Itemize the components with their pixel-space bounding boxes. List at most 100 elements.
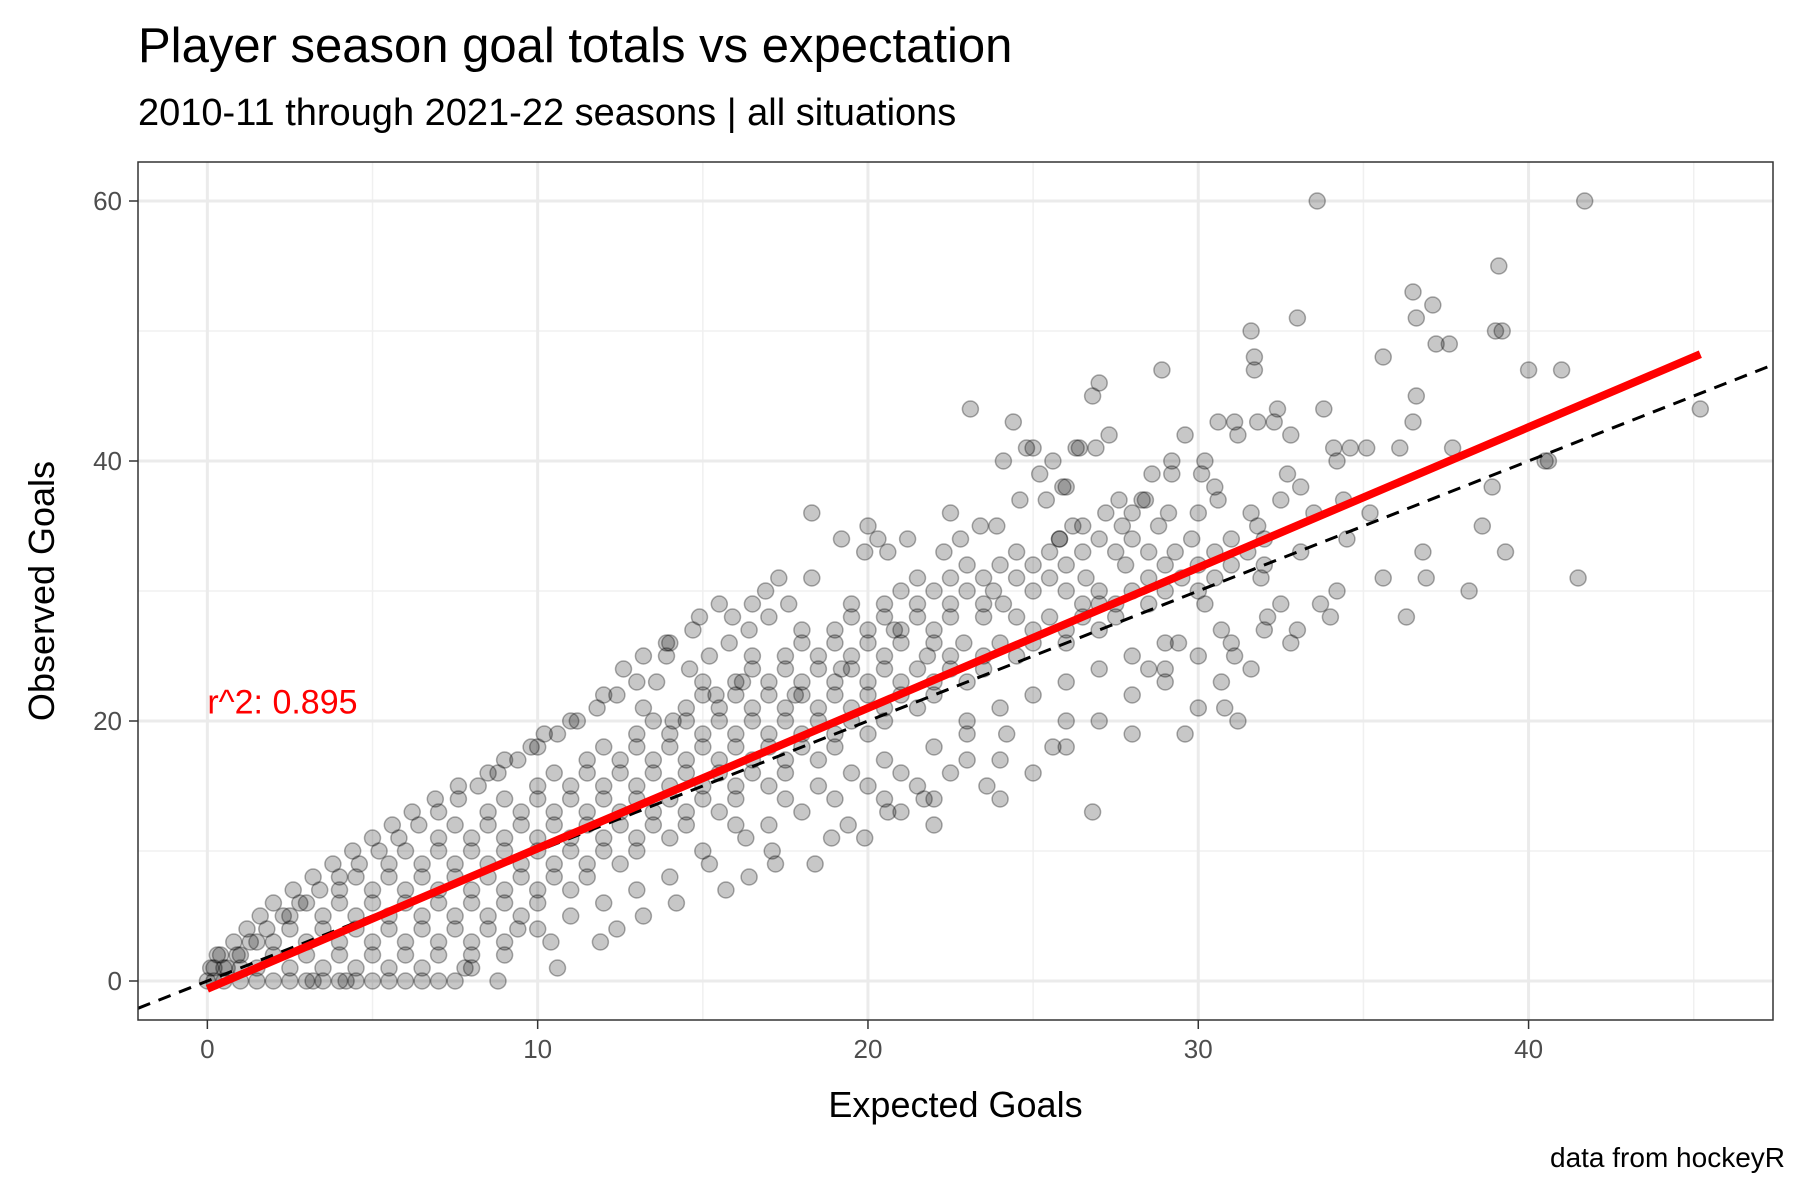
scatter-point [413, 868, 431, 886]
scatter-point [205, 959, 223, 977]
scatter-point [1242, 322, 1260, 340]
scatter-point [793, 621, 811, 639]
scatter-point [1136, 491, 1155, 509]
scatter-point [677, 712, 696, 730]
scatter-point [1282, 426, 1300, 444]
scatter-point [1030, 465, 1049, 483]
scatter-point [1192, 465, 1211, 483]
scatter-point [1245, 361, 1264, 379]
scatter-point [456, 959, 474, 977]
scatter-point [380, 855, 398, 873]
scatter-point [974, 608, 993, 626]
scatter-point [1404, 413, 1422, 431]
scatter-point [1552, 361, 1571, 379]
scatter-point [1265, 413, 1283, 431]
scatter-point [314, 972, 332, 990]
scatter-point [446, 920, 464, 938]
scatter-point [776, 660, 795, 678]
scatter-point [925, 738, 943, 756]
scatter-point [337, 972, 355, 990]
minor-gridlines [138, 162, 1773, 1020]
scatter-point [1189, 699, 1208, 717]
scatter-point [509, 751, 527, 769]
scatter-point [809, 699, 828, 717]
scatter-point [1024, 439, 1042, 457]
scatter-point [241, 933, 260, 951]
scatter-point [628, 881, 646, 899]
scatter-point [1163, 465, 1181, 483]
scatter-point [614, 660, 633, 678]
scatter-point [743, 699, 762, 717]
scatter-point [1139, 660, 1158, 678]
scatter-point [694, 842, 712, 860]
scatter-point [1222, 530, 1241, 548]
scatter-point [1473, 517, 1492, 535]
scatter-point [908, 660, 927, 678]
scatter-point [330, 972, 349, 990]
scatter-point [908, 777, 927, 795]
scatter-point [1440, 335, 1459, 353]
scatter-point [495, 933, 514, 951]
scatter-point [291, 894, 309, 912]
scatter-point [941, 504, 960, 522]
scatter-point [1248, 413, 1267, 431]
scatter-point [528, 881, 547, 899]
scatter-point [462, 894, 481, 912]
scatter-point [1123, 530, 1141, 548]
scatter-point [594, 686, 613, 704]
scatter-point [561, 881, 580, 899]
chart-caption: data from hockeyR [1550, 1142, 1785, 1173]
scatter-point [1024, 582, 1042, 600]
scatter-point [1169, 634, 1188, 652]
scatter-point [644, 712, 663, 730]
scatter-point [429, 972, 448, 990]
scatter-point [284, 881, 302, 899]
scatter-point [495, 751, 514, 769]
scatter-point [1054, 478, 1072, 496]
scatter-point [1097, 504, 1115, 522]
scatter-point [892, 582, 910, 600]
scatter-point [1569, 569, 1587, 587]
scatter-point [842, 660, 861, 678]
x-tick-label: 0 [200, 1034, 214, 1064]
scatter-point [512, 907, 530, 925]
scatter-point [330, 868, 349, 886]
scatter-point [281, 959, 299, 977]
scatter-point [462, 829, 481, 847]
scatter-point [1100, 426, 1118, 444]
scatter-point [1123, 647, 1141, 665]
scatter-point [1311, 595, 1330, 613]
scatter-point [403, 803, 421, 821]
scatter-point [429, 894, 448, 912]
scatter-point [1272, 491, 1290, 509]
scatter-point [1070, 439, 1089, 457]
scatter-point [1050, 530, 1069, 548]
scatter-point [634, 907, 653, 925]
scatter-point [304, 868, 322, 886]
scatter-point [809, 751, 828, 769]
scatter-point [1242, 660, 1260, 678]
scatter-point [733, 673, 752, 691]
scatter-point [994, 595, 1013, 613]
scatter-point [1519, 361, 1538, 379]
scatter-point [264, 894, 283, 912]
scatter-point [258, 920, 276, 938]
scatter-point [528, 777, 547, 795]
scatter-point [396, 972, 415, 990]
scatter-point [1225, 413, 1244, 431]
scatter-point [429, 829, 448, 847]
scatter-point [608, 920, 626, 938]
scatter-point [657, 634, 676, 652]
scatter-point [941, 595, 960, 613]
scatter-point [495, 881, 514, 899]
scatter-point [208, 946, 227, 964]
scatter-point [211, 946, 230, 964]
scatter-point [892, 764, 910, 782]
scatter-point [1123, 686, 1141, 704]
scatter-point [1149, 517, 1168, 535]
scatter-point [1258, 608, 1277, 626]
scatter-point [991, 699, 1009, 717]
scatter-point [611, 855, 629, 873]
scatter-point [1575, 192, 1594, 210]
